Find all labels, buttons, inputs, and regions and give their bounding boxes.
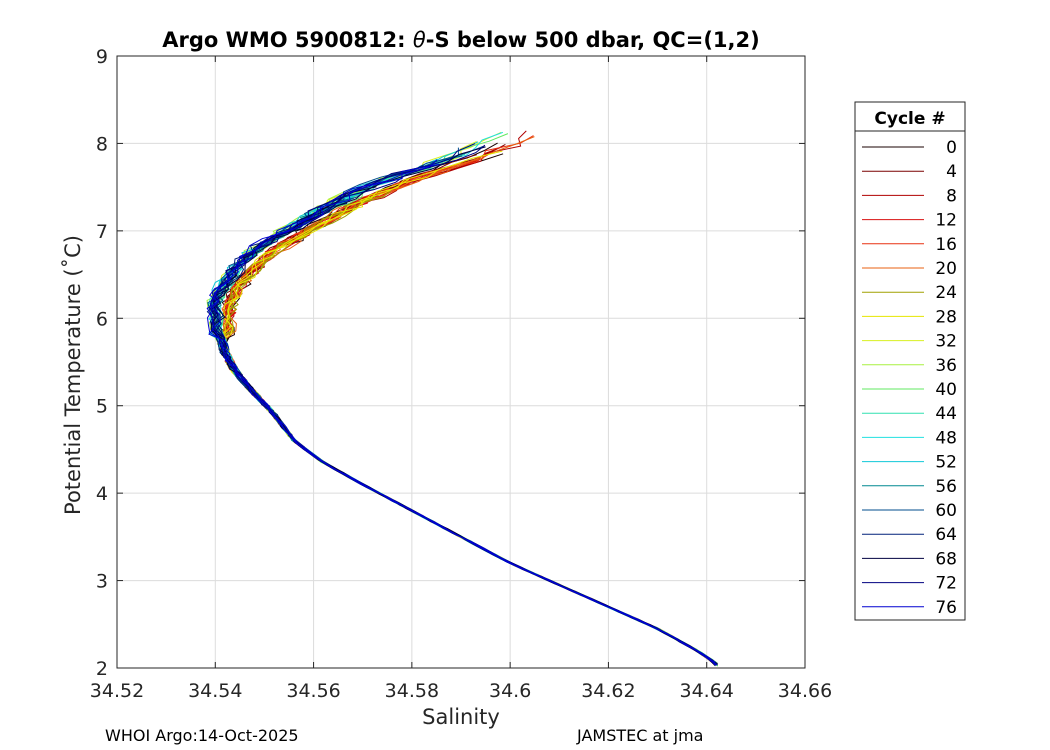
y-tick-label: 4 <box>96 483 108 505</box>
legend-label: 8 <box>946 186 957 206</box>
x-tick-label: 34.54 <box>188 680 242 702</box>
profile-curves <box>206 130 719 667</box>
y-tick-label: 7 <box>96 221 108 243</box>
legend-label: 32 <box>935 332 957 352</box>
footer-right: JAMSTEC at jma <box>576 726 703 745</box>
legend-label: 12 <box>935 211 957 231</box>
legend-label: 76 <box>935 598 957 618</box>
profile-line-cycle-76 <box>206 159 716 663</box>
plot-area <box>117 56 805 668</box>
legend-label: 72 <box>935 574 957 594</box>
x-tick-label: 34.56 <box>286 680 340 702</box>
axes-box <box>116 55 806 669</box>
y-tick-label: 2 <box>96 658 108 680</box>
legend-label: 20 <box>935 259 957 279</box>
legend-label: 48 <box>935 428 957 448</box>
y-tick-label: 3 <box>96 571 108 593</box>
legend: Cycle # 04812162024283236404448525660646… <box>854 101 966 621</box>
legend-label: 64 <box>935 525 957 545</box>
x-tick-label: 34.58 <box>385 680 439 702</box>
legend-label: 60 <box>935 501 957 521</box>
legend-label: 36 <box>935 356 957 376</box>
axis-ticks: 34.52 34.54 34.56 34.58 34.6 34.62 34.64 34.66 2… <box>90 46 832 702</box>
legend-label: 0 <box>946 138 957 158</box>
legend-label: 52 <box>935 453 957 473</box>
y-tick-label: 5 <box>96 396 108 418</box>
legend-label: 24 <box>935 283 957 303</box>
y-tick-label: 6 <box>96 308 108 330</box>
legend-title: Cycle # <box>874 109 945 129</box>
x-tick-label: 34.66 <box>778 680 832 702</box>
footer-left: WHOI Argo:14-Oct-2025 <box>105 726 299 745</box>
x-tick-label: 34.6 <box>489 680 531 702</box>
x-tick-label: 34.64 <box>680 680 734 702</box>
legend-label: 28 <box>935 307 957 327</box>
legend-label: 44 <box>935 404 957 424</box>
legend-label: 4 <box>946 162 957 182</box>
legend-label: 16 <box>935 235 957 255</box>
y-axis-label: Potential Temperature (˚C) <box>61 235 85 515</box>
x-tick-label: 34.62 <box>581 680 635 702</box>
legend-label: 56 <box>935 477 957 497</box>
x-tick-label: 34.52 <box>90 680 144 702</box>
legend-box <box>854 101 966 621</box>
y-tick-label: 9 <box>96 46 108 68</box>
legend-label: 68 <box>935 549 957 569</box>
grid-lines <box>117 56 805 668</box>
legend-label: 40 <box>935 380 957 400</box>
y-tick-label: 8 <box>96 133 108 155</box>
chart-title: Argo WMO 5900812: θ-S below 500 dbar, QC… <box>162 28 759 52</box>
x-axis-label: Salinity <box>422 705 500 729</box>
